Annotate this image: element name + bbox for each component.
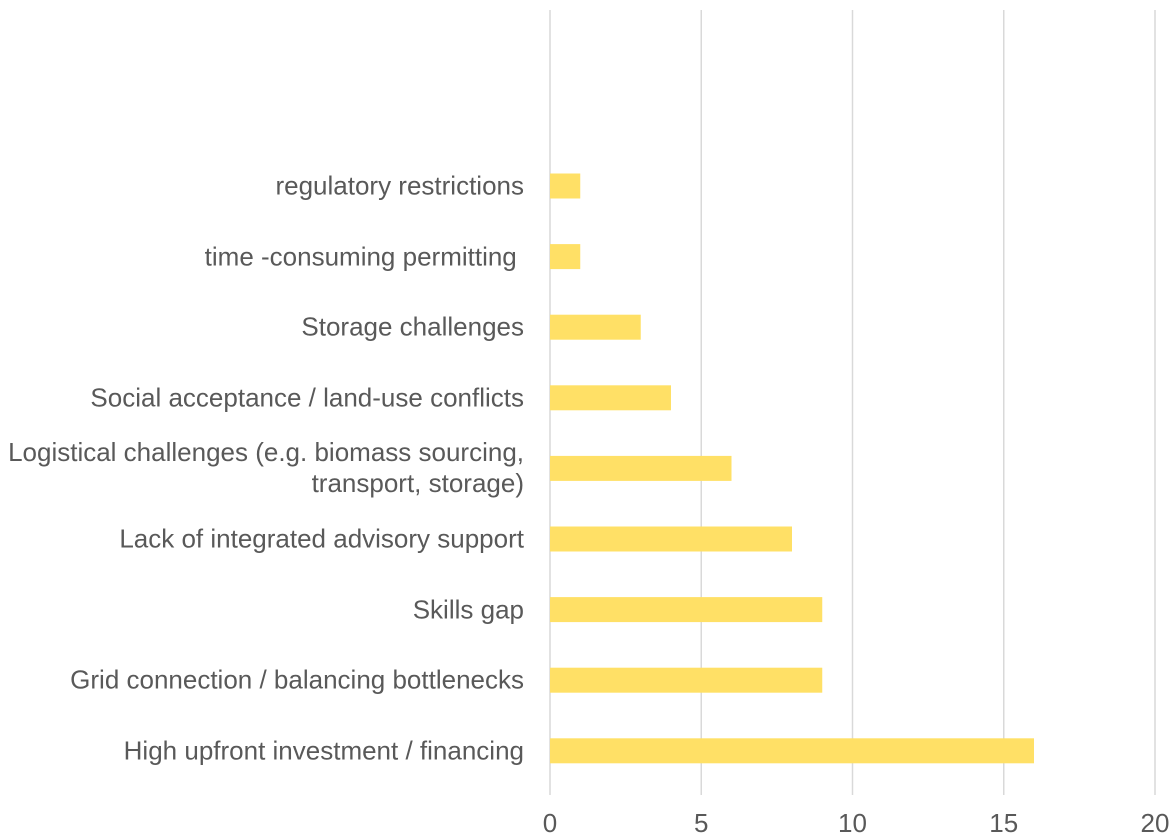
bar (550, 173, 581, 199)
bar (550, 385, 671, 411)
y-tick-label: Lack of integrated advisory support (119, 523, 524, 554)
x-tick-label: 0 (542, 808, 558, 838)
bar (550, 314, 641, 340)
y-tick-label: Storage challenges (301, 311, 524, 342)
bar (550, 738, 1034, 764)
y-tick-label: Skills gap (412, 594, 524, 625)
bar (550, 455, 732, 481)
y-tick-label: Social acceptance / land-use conflicts (90, 382, 524, 413)
x-tick-label: 15 (989, 808, 1019, 838)
y-tick-label: time -consuming permitting (204, 241, 524, 272)
x-tick-label: 5 (694, 808, 709, 838)
y-tick-label: Logistical challenges (e.g. biomass sour… (8, 437, 532, 499)
y-tick-label: regulatory restrictions (275, 170, 524, 201)
x-tick-label: 20 (1140, 808, 1170, 838)
bar (550, 667, 823, 693)
y-tick-label: High upfront investment / financing (123, 735, 524, 766)
bar (550, 244, 581, 270)
bar (550, 526, 792, 552)
y-tick-label: Grid connection / balancing bottlenecks (70, 664, 524, 695)
x-tick-label: 10 (838, 808, 867, 838)
bar (550, 597, 823, 623)
